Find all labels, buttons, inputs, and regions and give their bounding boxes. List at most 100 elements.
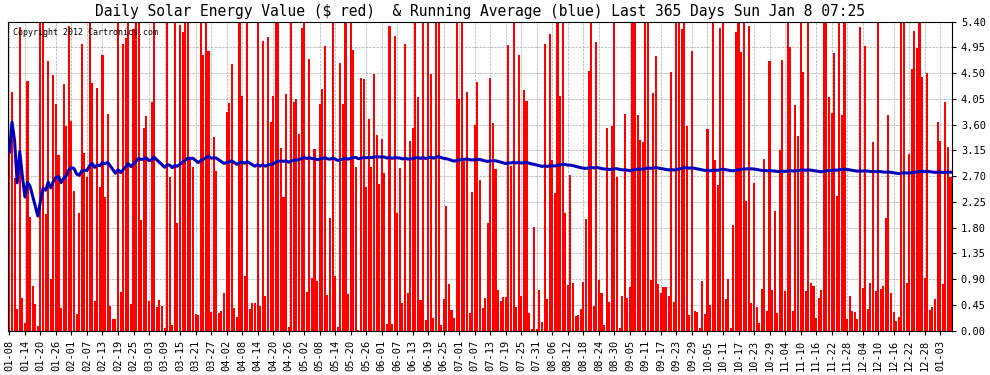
Bar bbox=[274, 23, 277, 330]
Bar bbox=[460, 23, 463, 330]
Bar bbox=[349, 23, 351, 330]
Bar bbox=[141, 220, 143, 330]
Bar bbox=[24, 323, 26, 330]
Bar bbox=[70, 121, 72, 330]
Bar bbox=[247, 23, 248, 330]
Bar bbox=[221, 310, 223, 330]
Bar bbox=[228, 103, 231, 330]
Bar bbox=[386, 324, 388, 330]
Bar bbox=[68, 26, 70, 330]
Bar bbox=[640, 140, 642, 330]
Bar bbox=[848, 296, 850, 330]
Bar bbox=[660, 293, 662, 330]
Bar bbox=[569, 175, 571, 330]
Bar bbox=[200, 23, 202, 330]
Bar bbox=[914, 31, 916, 330]
Bar bbox=[244, 276, 246, 330]
Bar bbox=[54, 104, 57, 330]
Bar bbox=[551, 160, 553, 330]
Bar bbox=[290, 23, 292, 330]
Bar bbox=[714, 160, 717, 330]
Bar bbox=[223, 293, 225, 330]
Bar bbox=[471, 192, 473, 330]
Bar bbox=[226, 112, 228, 330]
Bar bbox=[474, 125, 476, 330]
Bar bbox=[727, 279, 730, 330]
Bar bbox=[446, 206, 447, 330]
Bar bbox=[115, 319, 117, 330]
Bar bbox=[944, 102, 946, 330]
Bar bbox=[707, 129, 709, 330]
Bar bbox=[768, 61, 770, 330]
Bar bbox=[441, 325, 443, 330]
Bar bbox=[373, 74, 375, 330]
Bar bbox=[83, 153, 85, 330]
Bar bbox=[634, 23, 637, 330]
Bar bbox=[319, 104, 321, 330]
Bar bbox=[197, 315, 199, 330]
Bar bbox=[332, 23, 334, 330]
Bar bbox=[463, 161, 465, 330]
Bar bbox=[11, 92, 13, 330]
Bar bbox=[665, 286, 667, 330]
Bar bbox=[534, 227, 536, 330]
Bar bbox=[143, 128, 145, 330]
Bar bbox=[934, 299, 936, 330]
Bar bbox=[657, 284, 659, 330]
Bar bbox=[502, 297, 504, 330]
Bar bbox=[340, 63, 342, 330]
Bar bbox=[820, 290, 823, 330]
Bar bbox=[678, 23, 680, 330]
Bar bbox=[807, 23, 810, 330]
Bar bbox=[582, 282, 584, 330]
Bar bbox=[112, 320, 114, 330]
Bar bbox=[691, 51, 693, 330]
Bar bbox=[453, 318, 455, 330]
Bar bbox=[647, 23, 649, 330]
Bar bbox=[425, 320, 427, 330]
Bar bbox=[293, 102, 295, 330]
Bar bbox=[675, 23, 677, 330]
Bar bbox=[500, 301, 502, 330]
Bar bbox=[587, 71, 590, 330]
Bar bbox=[8, 152, 11, 330]
Bar bbox=[572, 283, 574, 330]
Bar bbox=[632, 23, 634, 330]
Bar bbox=[306, 292, 308, 330]
Bar bbox=[399, 168, 401, 330]
Bar bbox=[466, 92, 468, 330]
Bar bbox=[280, 148, 282, 330]
Bar bbox=[541, 322, 544, 330]
Bar bbox=[417, 97, 419, 330]
Bar bbox=[730, 328, 732, 330]
Bar bbox=[510, 166, 512, 330]
Bar bbox=[354, 167, 356, 330]
Bar bbox=[946, 147, 949, 330]
Bar bbox=[150, 102, 152, 330]
Bar bbox=[603, 325, 605, 330]
Bar bbox=[601, 294, 603, 330]
Bar bbox=[624, 114, 626, 330]
Bar bbox=[843, 23, 845, 330]
Bar bbox=[345, 23, 346, 330]
Bar bbox=[484, 298, 486, 330]
Bar bbox=[122, 44, 124, 330]
Bar bbox=[109, 306, 111, 330]
Bar bbox=[924, 278, 926, 330]
Bar bbox=[895, 321, 897, 330]
Bar bbox=[455, 23, 457, 330]
Bar bbox=[52, 75, 54, 330]
Bar bbox=[407, 293, 409, 330]
Text: Copyright 2012 Cartronics.com: Copyright 2012 Cartronics.com bbox=[13, 28, 157, 37]
Bar bbox=[367, 119, 370, 330]
Bar bbox=[288, 327, 290, 330]
Bar bbox=[428, 23, 430, 330]
Bar bbox=[383, 172, 385, 330]
Bar bbox=[531, 329, 533, 330]
Bar bbox=[327, 296, 329, 330]
Bar bbox=[523, 90, 525, 330]
Bar bbox=[741, 53, 742, 330]
Bar bbox=[352, 50, 354, 330]
Bar bbox=[155, 308, 157, 330]
Bar bbox=[670, 72, 672, 330]
